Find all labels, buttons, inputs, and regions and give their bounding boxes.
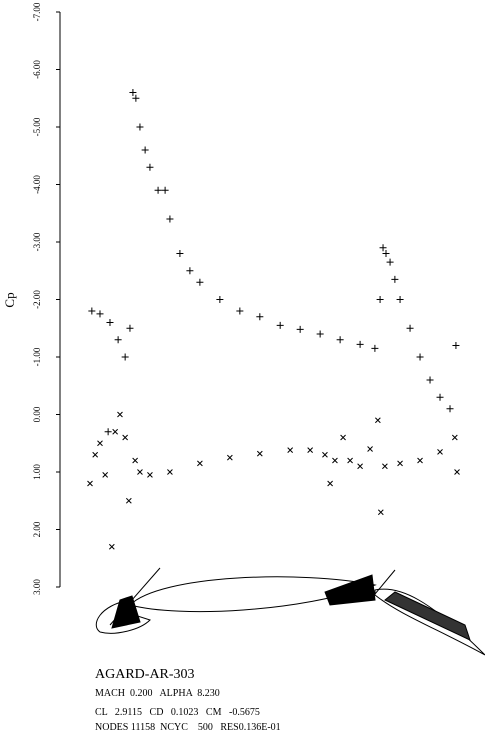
data-point [166, 215, 174, 223]
data-point [340, 434, 346, 441]
data-point [391, 275, 399, 283]
data-point [287, 447, 294, 454]
data-point [132, 94, 140, 102]
data-point [416, 353, 424, 361]
data-point [227, 454, 233, 461]
main-element [129, 576, 377, 613]
data-point [446, 405, 454, 413]
wake-line [109, 567, 161, 626]
y-tick-label: -1.00 [32, 347, 42, 366]
info-line: MACH 0.200 ALPHA 8.230 [95, 688, 220, 699]
data-point [108, 543, 115, 550]
data-point [327, 480, 333, 487]
data-point [97, 440, 103, 447]
data-point [417, 457, 423, 464]
data-point [386, 258, 394, 266]
data-point [88, 307, 96, 315]
data-point [452, 342, 460, 349]
data-point [122, 434, 129, 441]
y-tick-label: -5.00 [32, 117, 42, 136]
data-point [146, 163, 154, 171]
data-point [382, 250, 390, 257]
airfoil [95, 567, 485, 656]
data-point [307, 447, 314, 454]
y-tick-label: 2.00 [32, 521, 42, 537]
info-line: CL 2.9115 CD 0.1023 CM -0.5675 [95, 707, 260, 718]
data-point [92, 451, 99, 458]
data-point [121, 353, 129, 361]
data-point [126, 324, 134, 332]
y-tick-label: 1.00 [32, 464, 42, 480]
data-point [436, 393, 444, 401]
main-mesh [324, 574, 376, 606]
data-point [256, 450, 263, 457]
data-point [379, 244, 387, 252]
data-point [96, 310, 104, 318]
data-point [347, 457, 353, 464]
data-point [371, 344, 379, 352]
data-point [167, 469, 173, 475]
slat-mesh [111, 595, 141, 629]
data-point [396, 296, 404, 303]
y-tick-label: 0.00 [32, 406, 42, 422]
data-point [129, 89, 137, 96]
data-point [137, 469, 143, 475]
data-point [296, 325, 304, 333]
data-point [136, 123, 144, 131]
data-point [376, 296, 384, 303]
slat [95, 599, 151, 634]
data-point [161, 186, 169, 194]
data-point [357, 463, 363, 470]
data-point [87, 480, 93, 487]
data-point [322, 451, 328, 458]
data-point [147, 472, 153, 478]
case-title: AGARD-AR-303 [95, 667, 195, 682]
data-point [426, 376, 434, 384]
data-point [451, 434, 458, 441]
data-point [332, 457, 338, 464]
data-point [397, 460, 403, 467]
data-point [256, 313, 264, 321]
data-point [276, 321, 284, 329]
data-point [117, 411, 123, 418]
y-tick-label: -6.00 [32, 60, 42, 79]
data-point [437, 449, 443, 455]
y-tick-label: -3.00 [32, 232, 42, 251]
data-point [375, 417, 381, 424]
y-tick-label: -7.00 [32, 2, 42, 21]
data-point [125, 497, 132, 504]
wake-line [369, 569, 396, 601]
y-tick-label: -4.00 [32, 175, 42, 194]
data-point [196, 278, 204, 286]
data-point [236, 307, 244, 315]
data-point [141, 146, 149, 154]
info-line: NODES 11158 NCYC 500 RES0.136E-01 [95, 722, 281, 733]
data-point [216, 296, 224, 303]
data-point [454, 469, 460, 475]
data-point [406, 324, 414, 332]
data-point [367, 446, 373, 452]
y-tick-label: 3.00 [32, 579, 42, 595]
data-point [132, 457, 138, 464]
data-point [186, 267, 194, 275]
data-point [102, 472, 109, 478]
data-point [112, 428, 119, 435]
data-point [377, 509, 384, 516]
data-point [197, 460, 203, 467]
data-point [106, 319, 114, 326]
y-axis-label: Cp [2, 292, 17, 307]
data-point [154, 186, 162, 194]
data-point [316, 330, 324, 338]
data-point [356, 340, 364, 348]
flap-mesh [384, 591, 471, 641]
data-point [104, 428, 112, 436]
data-point [114, 336, 122, 344]
data-point [336, 336, 344, 344]
y-tick-label: -2.00 [32, 290, 42, 309]
data-point [382, 463, 388, 470]
data-point [176, 250, 184, 257]
